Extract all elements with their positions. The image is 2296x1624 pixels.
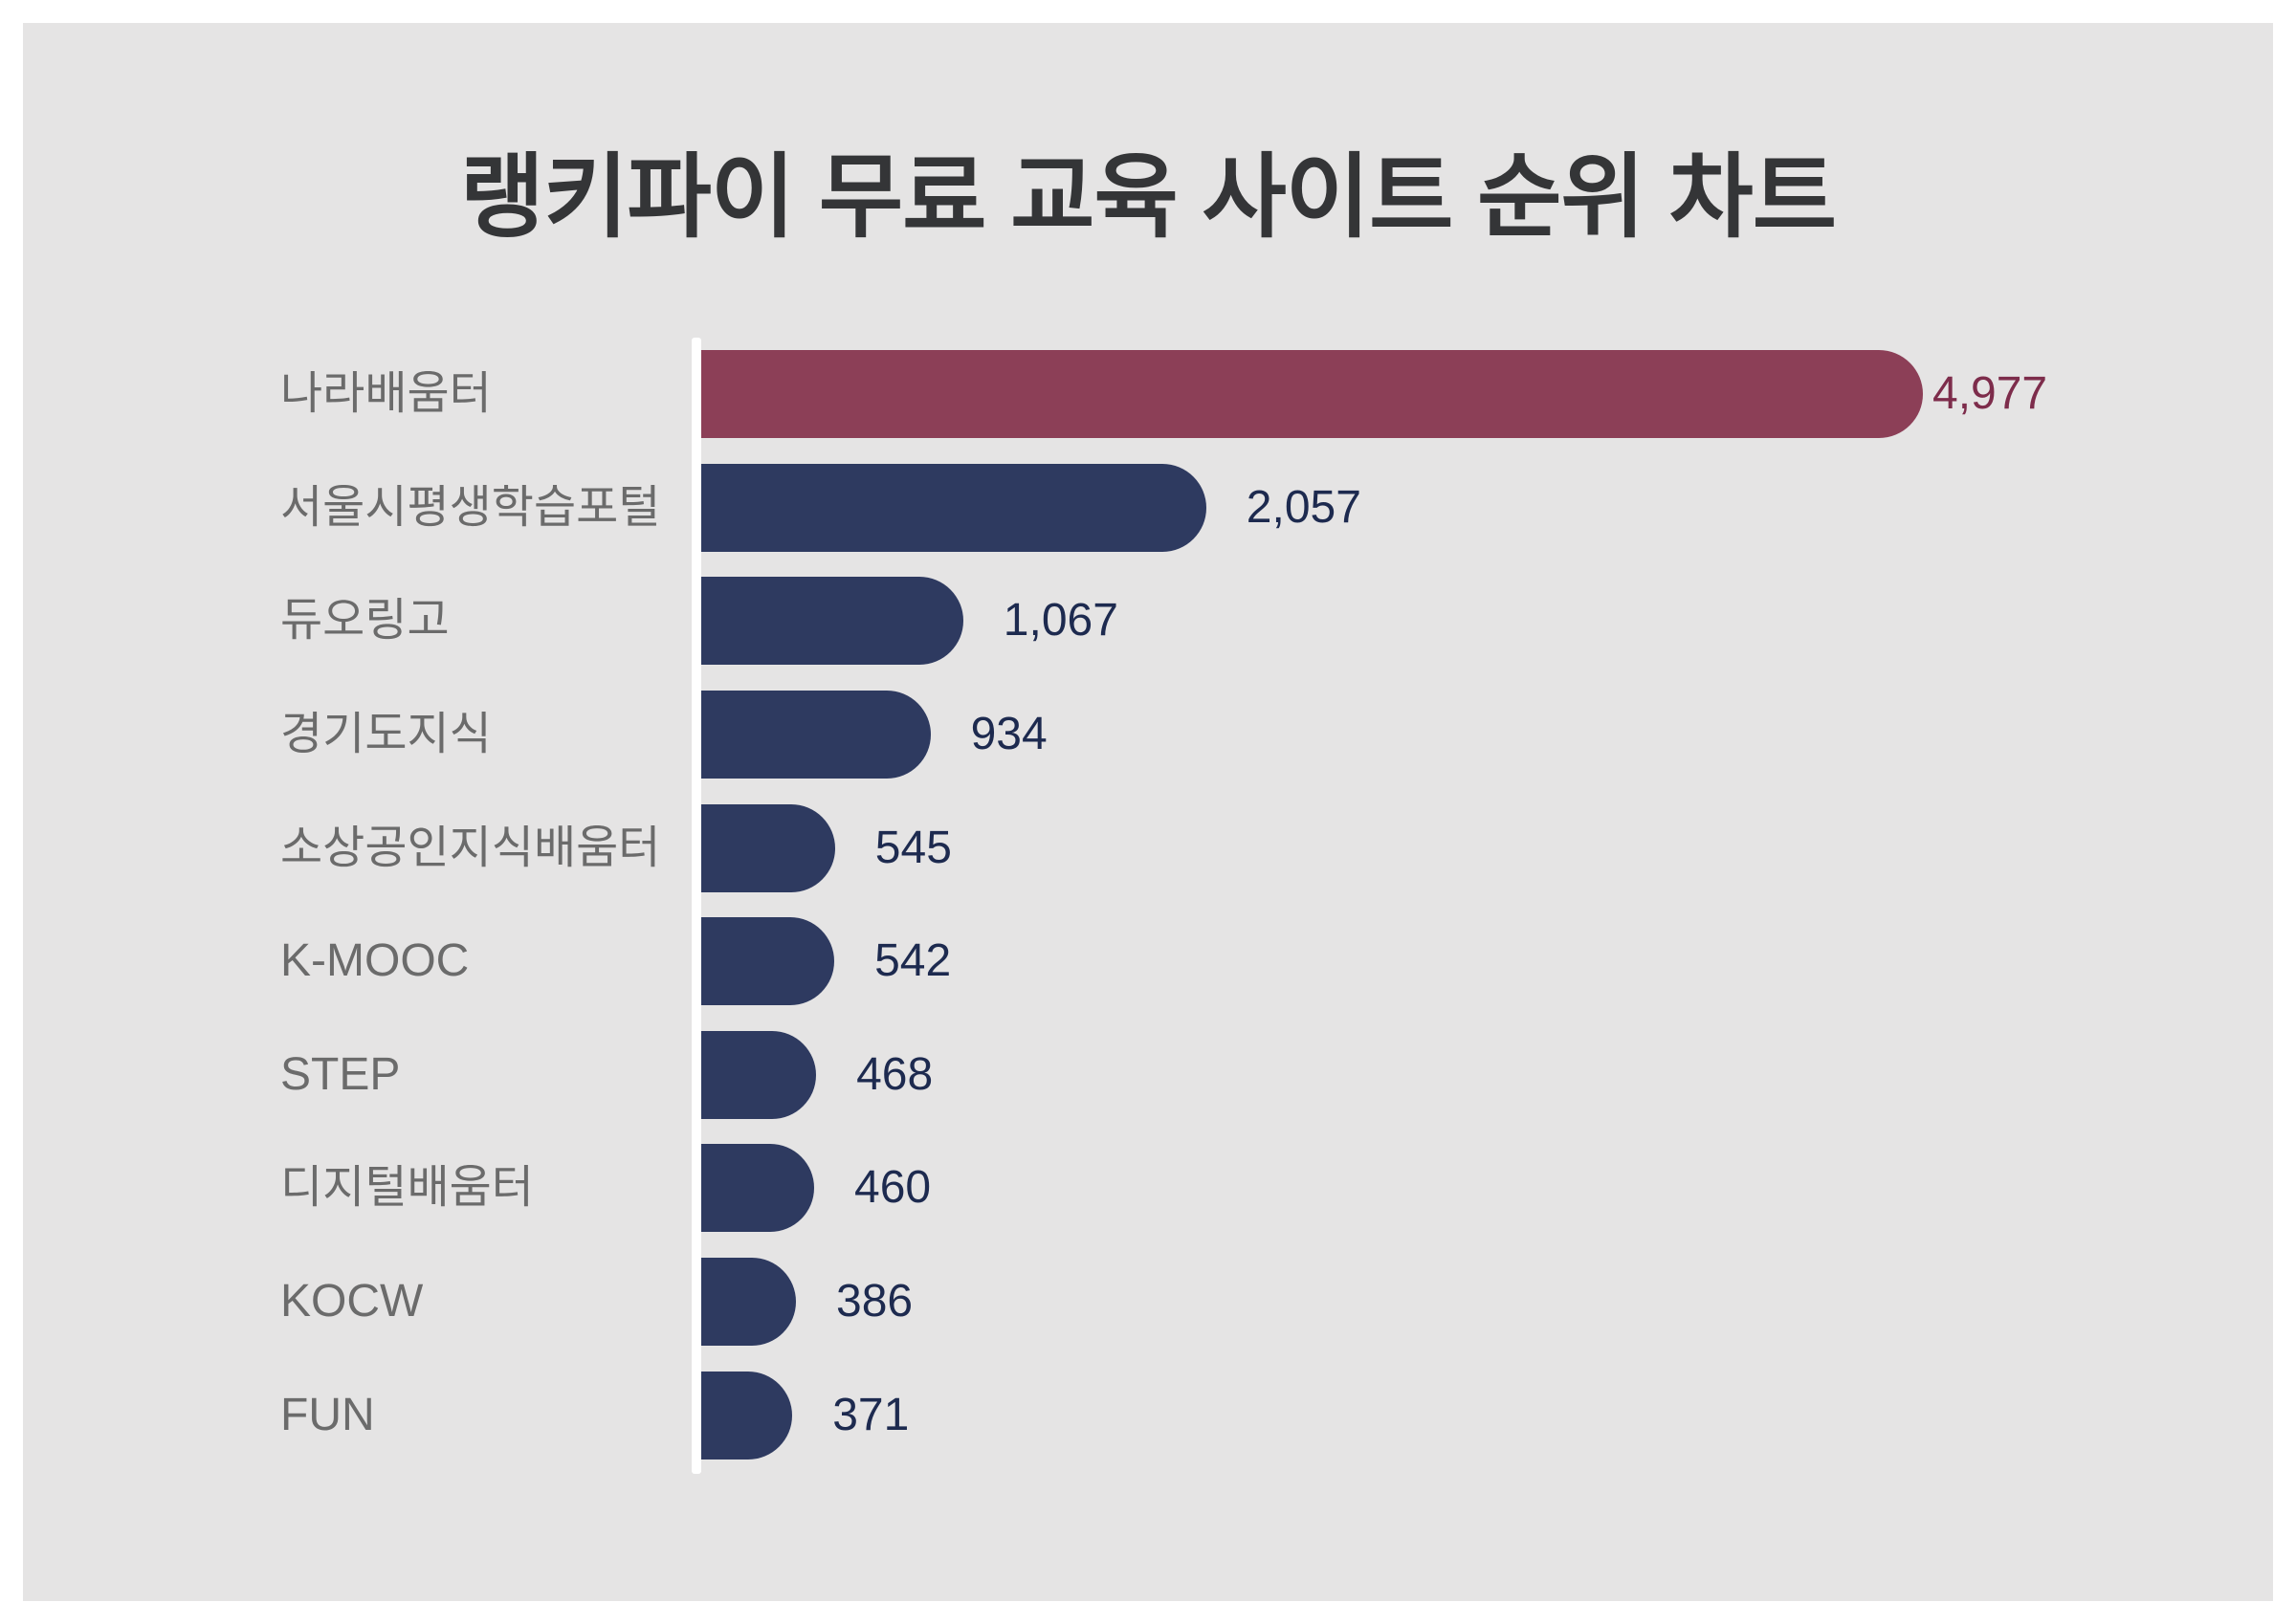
value-label: 934 [970, 709, 1048, 760]
chart-row: K-MOOC 542 [23, 905, 2273, 1019]
category-label: FUN [280, 1392, 375, 1438]
category-label: K-MOOC [280, 938, 470, 985]
category-label: STEP [280, 1051, 401, 1098]
value-label: 460 [854, 1162, 932, 1214]
chart-row: FUN 371 [23, 1358, 2273, 1472]
bar [701, 577, 963, 666]
chart-row: 나라배움터 4,977 [23, 338, 2273, 451]
chart-row: 디지털배움터 460 [23, 1131, 2273, 1245]
category-label: 듀오링고 [280, 598, 450, 645]
category-label: 나라배움터 [280, 371, 492, 418]
value-label: 545 [874, 822, 952, 873]
bar [701, 691, 931, 779]
category-label: KOCW [280, 1279, 424, 1326]
bar [701, 803, 835, 892]
value-label: 468 [856, 1048, 934, 1100]
chart-row: KOCW 386 [23, 1245, 2273, 1359]
value-label: 1,067 [1003, 595, 1118, 647]
bar-chart: 나라배움터 4,977 서울시평생학습포털 2,057 듀오링고 1,067 경… [23, 338, 2273, 1476]
value-label: 542 [874, 935, 952, 987]
chart-rows: 나라배움터 4,977 서울시평생학습포털 2,057 듀오링고 1,067 경… [23, 338, 2273, 1472]
bar [701, 350, 1923, 439]
chart-row: STEP 468 [23, 1019, 2273, 1132]
bar [701, 917, 835, 1006]
value-label: 2,057 [1246, 481, 1361, 533]
value-label: 4,977 [1932, 368, 2048, 420]
y-axis-line [692, 338, 701, 1474]
chart-row: 경기도지식 934 [23, 678, 2273, 792]
category-label: 디지털배움터 [280, 1165, 534, 1212]
chart-row: 듀오링고 1,067 [23, 564, 2273, 678]
value-label: 386 [836, 1276, 914, 1328]
chart-row: 소상공인지식배움터 545 [23, 791, 2273, 905]
category-label: 경기도지식 [280, 712, 492, 758]
bar [701, 463, 1206, 552]
value-label: 371 [832, 1389, 910, 1440]
chart-row: 서울시평생학습포털 2,057 [23, 451, 2273, 565]
chart-panel: 랭키파이 무료 교육 사이트 순위 차트 나라배움터 4,977 서울시평생학습… [23, 23, 2273, 1601]
bar [701, 1144, 814, 1233]
bar [701, 1258, 796, 1347]
category-label: 소상공인지식배움터 [280, 824, 661, 871]
bar [701, 1030, 817, 1119]
category-label: 서울시평생학습포털 [280, 484, 661, 531]
bar [701, 1371, 793, 1459]
chart-title: 랭키파이 무료 교육 사이트 순위 차트 [459, 146, 1837, 249]
